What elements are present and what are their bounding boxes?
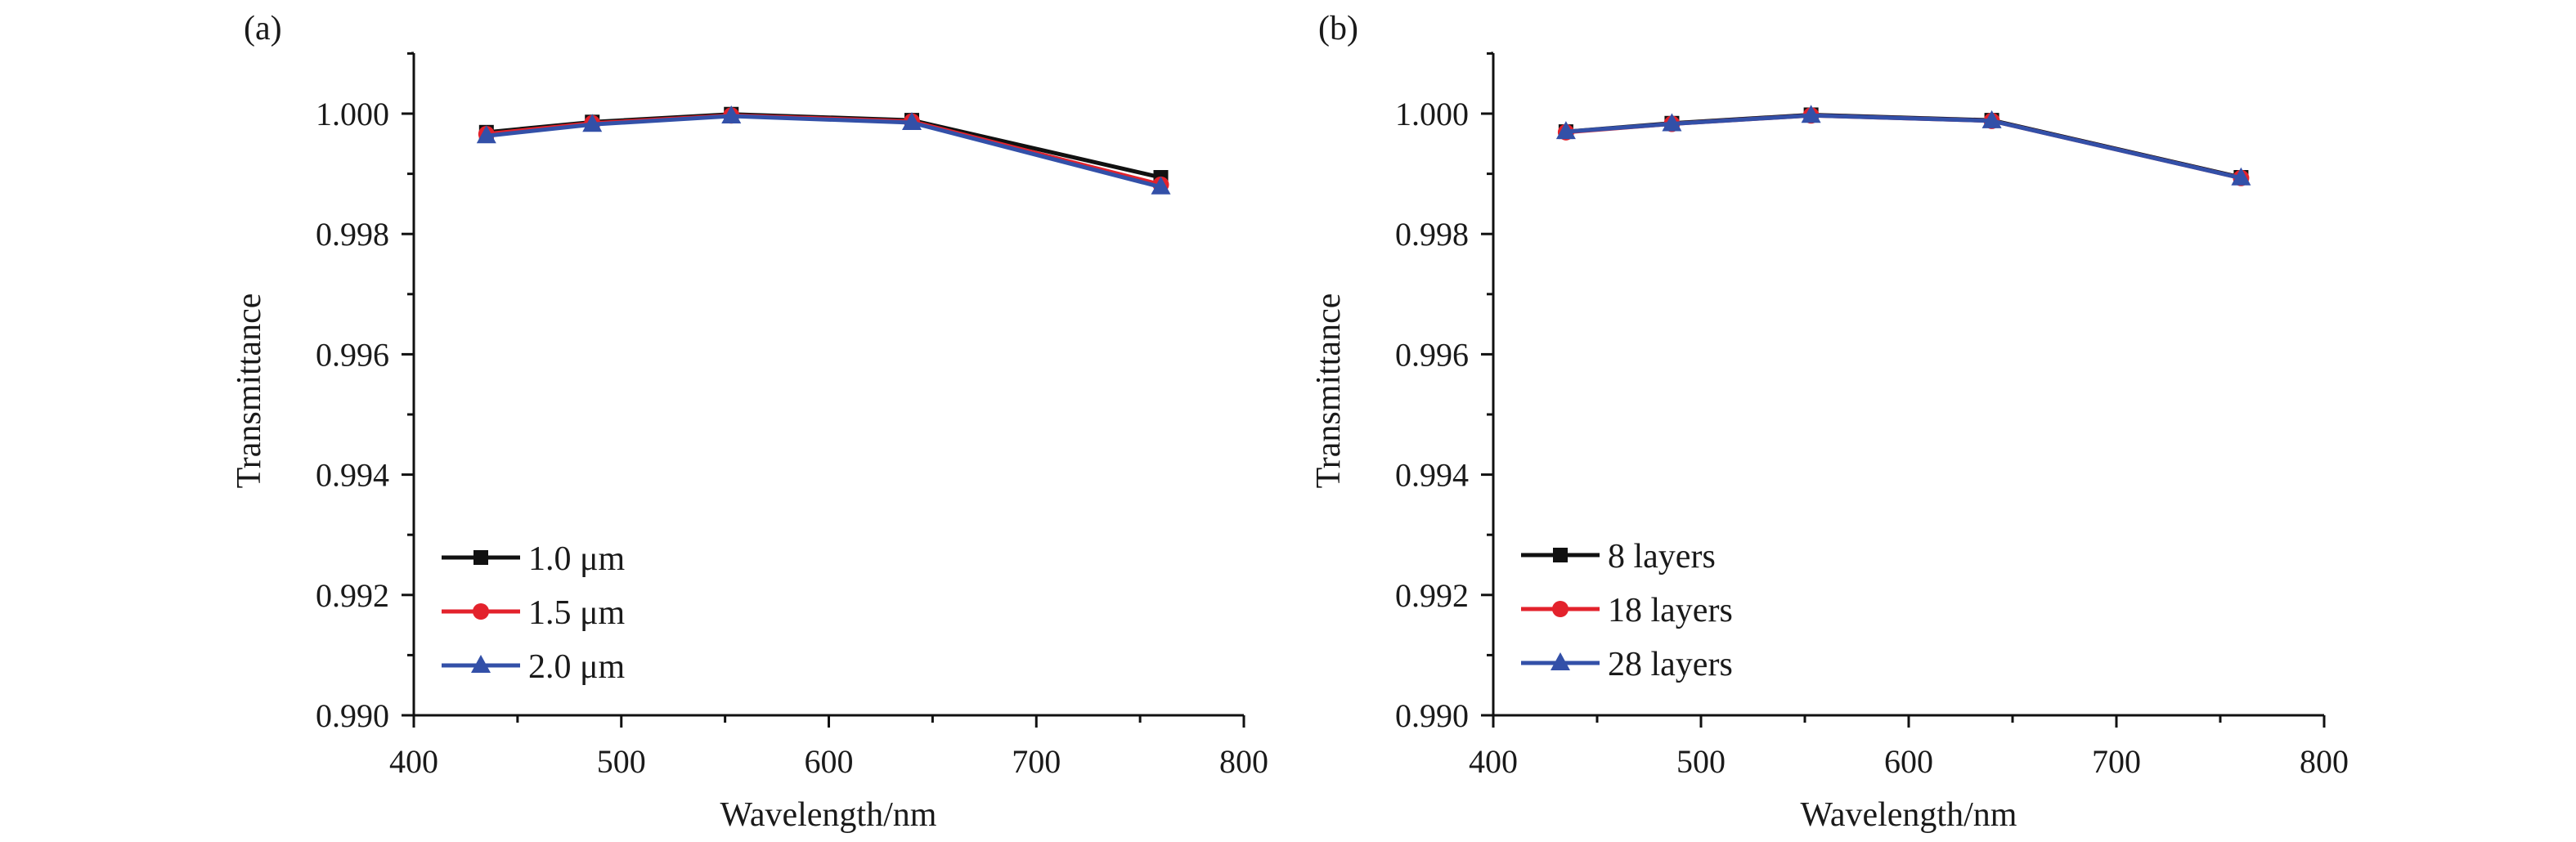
data-point: [721, 105, 742, 123]
y-axis-title: Transmittance: [231, 293, 268, 489]
x-tick-label: 700: [2092, 743, 2141, 780]
panel-b: (b) Transmittance Wavelength/nm 0.9900.9…: [1310, 10, 2349, 834]
series-triangle: [1555, 105, 2251, 186]
y-tick-label: 1.000: [316, 96, 389, 132]
legend-marker: [473, 603, 489, 620]
data-point: [582, 114, 603, 132]
x-tick-label: 800: [2300, 743, 2349, 780]
y-tick-label: 0.994: [316, 457, 389, 494]
data-point: [2231, 167, 2251, 186]
y-tick-label: 0.996: [1395, 336, 1469, 373]
x-tick-label: 500: [597, 743, 646, 780]
legend-marker: [1553, 548, 1568, 562]
legend-label: 1.0 μm: [528, 540, 626, 578]
legend-marker: [473, 550, 488, 565]
data-point: [1151, 176, 1171, 195]
data-point: [1801, 105, 1821, 123]
legend-item: 1.0 μm: [442, 540, 626, 578]
legend-label: 8 layers: [1608, 538, 1716, 576]
x-tick-label: 400: [1469, 743, 1518, 780]
series-layer: [1555, 105, 2251, 186]
x-tick-label: 700: [1012, 743, 1061, 780]
y-axis-title: Transmittance: [1310, 293, 1348, 489]
legend-label: 1.5 μm: [528, 594, 626, 632]
legend-item: 8 layers: [1521, 538, 1716, 576]
x-tick-label: 600: [805, 743, 854, 780]
x-tick-label: 800: [1219, 743, 1268, 780]
y-tick-label: 0.992: [1395, 577, 1469, 614]
data-point: [902, 112, 922, 131]
legend-label: 2.0 μm: [528, 648, 626, 686]
y-tick-label: 0.992: [316, 577, 389, 614]
x-tick-label: 400: [389, 743, 438, 780]
legend-item: 1.5 μm: [442, 594, 626, 632]
data-point: [1662, 113, 1682, 132]
data-point: [1981, 110, 2002, 128]
y-tick-label: 0.990: [1395, 697, 1469, 734]
x-axis-title: Wavelength/nm: [720, 796, 937, 834]
y-tick-label: 1.000: [1395, 96, 1469, 132]
legend-marker: [1552, 601, 1568, 617]
panel-a: (a) Transmittance Wavelength/nm 0.9900.9…: [231, 10, 1268, 834]
y-tick-label: 0.998: [316, 216, 389, 253]
y-tick-label: 0.996: [316, 336, 389, 373]
x-tick-label: 600: [1884, 743, 1933, 780]
y-tick-label: 0.990: [316, 697, 389, 734]
y-tick-label: 0.998: [1395, 216, 1469, 253]
legend-marker: [1551, 652, 1570, 670]
legend-item: 2.0 μm: [442, 648, 626, 686]
panel-label: (b): [1318, 10, 1358, 47]
x-tick-label: 500: [1676, 743, 1726, 780]
x-axis-title: Wavelength/nm: [1801, 796, 2017, 834]
legend: 8 layers 18 layers 28 layers: [1521, 538, 1733, 683]
legend-label: 18 layers: [1608, 592, 1733, 629]
series-layer: [476, 105, 1171, 195]
data-point: [476, 125, 496, 144]
legend-item: 28 layers: [1521, 646, 1733, 683]
axis-ticks: 0.990 0.992 0.994 0.996 0.998 1.000 400 500 600 7…: [316, 52, 1268, 780]
y-tick-label: 0.994: [1395, 457, 1469, 494]
legend-label: 28 layers: [1608, 646, 1733, 683]
legend: 1.0 μm 1.5 μm 2.0 μm: [442, 540, 626, 686]
panel-label: (a): [244, 10, 282, 47]
data-point: [1555, 121, 1576, 140]
legend-marker: [471, 655, 491, 673]
legend-item: 18 layers: [1521, 592, 1733, 629]
series-triangle: [476, 105, 1171, 195]
axis-ticks: 0.990 0.992 0.994 0.996 0.998 1.000 400 500 600 7…: [1395, 52, 2349, 780]
